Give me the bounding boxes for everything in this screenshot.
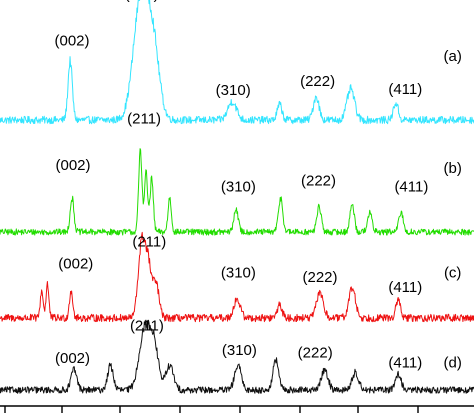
peak-label: (211) <box>127 111 161 128</box>
peak-label: (310) <box>221 265 256 282</box>
peak-label: (002) <box>55 157 90 174</box>
peak-label: (310) <box>221 179 256 196</box>
peak-label: (d) <box>444 354 462 371</box>
peak-label: (222) <box>298 345 333 362</box>
peak-label: (411) <box>388 279 422 296</box>
peak-label: (002) <box>55 350 90 367</box>
peak-label: (411) <box>388 354 422 371</box>
peak-label: (211) <box>125 0 159 3</box>
peak-label: (a) <box>444 48 462 65</box>
peak-label: (002) <box>58 255 93 272</box>
peak-label: (310) <box>216 82 251 99</box>
series-line-4 <box>0 319 474 394</box>
peak-label: (002) <box>54 33 89 50</box>
peak-label: (222) <box>302 269 337 286</box>
peak-label: (c) <box>444 265 462 282</box>
peak-label: (222) <box>300 73 335 90</box>
series-line-3 <box>0 231 474 323</box>
peak-label: (222) <box>301 173 336 190</box>
series-line-1 <box>0 0 474 125</box>
peak-label: (b) <box>444 160 462 177</box>
series-line-2 <box>0 148 474 236</box>
peak-label: (411) <box>394 179 428 196</box>
peak-label: (211) <box>130 318 164 335</box>
series-layer <box>0 0 474 394</box>
x-axis <box>0 405 474 413</box>
peak-label: (310) <box>222 342 257 359</box>
peak-label: (411) <box>388 81 422 98</box>
label-layer: (002) (211) (310) (222) (411) (a) (002) (211) (3… <box>54 0 461 371</box>
peak-label: (211) <box>132 234 166 251</box>
